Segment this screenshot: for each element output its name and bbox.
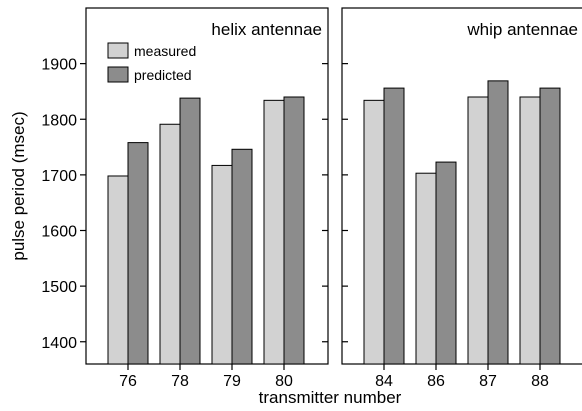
- x-tick-label: 76: [119, 373, 137, 390]
- legend-label-measured: measured: [134, 43, 196, 59]
- x-axis-label: transmitter number: [259, 388, 402, 407]
- bar-measured: [159, 123, 181, 365]
- x-tick-label: 79: [223, 373, 241, 390]
- bar-measured: [363, 99, 385, 365]
- bar-predicted: [383, 87, 405, 365]
- bar-predicted: [487, 80, 509, 365]
- bar-predicted: [179, 97, 201, 365]
- y-tick-label: 1500: [41, 279, 77, 296]
- bar-measured: [519, 96, 541, 365]
- y-tick-label: 1900: [41, 57, 77, 74]
- bar-predicted: [231, 148, 253, 365]
- legend-swatch-measured: [107, 42, 129, 59]
- chart-marks: 1400 1500 1600 1700 1800 1900 76 78 79 80 84 86 87 88: [41, 57, 561, 390]
- y-tick-label: 1400: [41, 335, 77, 352]
- legend: measured predicted: [107, 42, 196, 83]
- x-tick-label: 80: [275, 373, 293, 390]
- panel-title-helix: helix antennae: [211, 20, 322, 39]
- bar-measured: [107, 175, 129, 365]
- bar-predicted: [539, 87, 561, 365]
- panel-frame-helix: [85, 7, 329, 365]
- panel-frame-whip: [341, 7, 582, 365]
- bar-predicted: [435, 161, 457, 365]
- legend-label-predicted: predicted: [134, 67, 192, 83]
- x-tick-label: 84: [375, 373, 393, 390]
- x-tick-label: 88: [531, 373, 549, 390]
- bar-measured: [415, 172, 437, 365]
- legend-swatch-predicted: [107, 66, 129, 83]
- bar-predicted: [283, 96, 305, 365]
- bar-measured: [263, 99, 285, 365]
- bar-measured: [211, 164, 233, 365]
- x-tick-label: 87: [479, 373, 497, 390]
- x-tick-label: 86: [427, 373, 445, 390]
- y-tick-label: 1800: [41, 112, 77, 129]
- bar-predicted: [127, 142, 149, 365]
- panel-title-whip: whip antennae: [466, 20, 578, 39]
- x-tick-label: 78: [171, 373, 189, 390]
- y-axis-label: pulse period (msec): [9, 111, 28, 260]
- bar-measured: [467, 96, 489, 365]
- y-tick-label: 1700: [41, 168, 77, 185]
- y-tick-label: 1600: [41, 224, 77, 241]
